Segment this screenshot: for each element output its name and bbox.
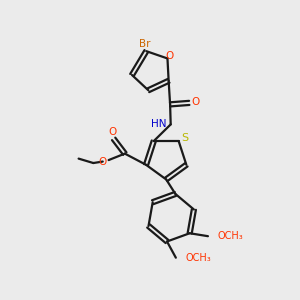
Text: HN: HN [151, 119, 166, 129]
Text: O: O [99, 157, 107, 166]
Text: OCH₃: OCH₃ [185, 253, 211, 263]
Text: S: S [182, 133, 189, 142]
Text: O: O [166, 50, 174, 61]
Text: O: O [108, 128, 117, 137]
Text: O: O [191, 97, 199, 107]
Text: OCH₃: OCH₃ [218, 231, 243, 241]
Text: Br: Br [139, 39, 151, 49]
